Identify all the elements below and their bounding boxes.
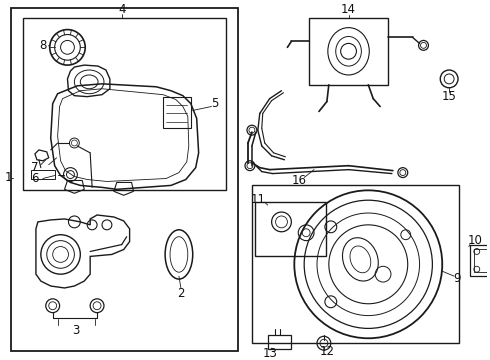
Text: 4: 4 <box>118 3 125 16</box>
Bar <box>23 18 226 190</box>
Text: 7: 7 <box>31 161 39 174</box>
Bar <box>474 248 490 272</box>
Bar <box>309 18 388 85</box>
Text: 13: 13 <box>262 347 277 360</box>
Text: 5: 5 <box>211 97 218 110</box>
Text: 12: 12 <box>319 345 334 357</box>
Text: 11: 11 <box>250 193 265 206</box>
Text: 10: 10 <box>467 234 482 247</box>
Bar <box>11 8 238 351</box>
Bar <box>163 96 191 128</box>
Text: 6: 6 <box>31 172 39 185</box>
Text: 9: 9 <box>453 271 461 285</box>
Text: 1: 1 <box>4 171 12 184</box>
Bar <box>31 170 55 180</box>
Text: 14: 14 <box>341 3 356 16</box>
Bar <box>255 202 326 256</box>
Text: 15: 15 <box>441 90 457 103</box>
Bar <box>252 185 459 343</box>
Text: 16: 16 <box>292 174 307 187</box>
Bar <box>268 335 292 349</box>
Bar <box>470 244 490 276</box>
Text: 8: 8 <box>39 39 47 52</box>
Text: 3: 3 <box>72 324 79 337</box>
Text: 2: 2 <box>177 287 185 300</box>
